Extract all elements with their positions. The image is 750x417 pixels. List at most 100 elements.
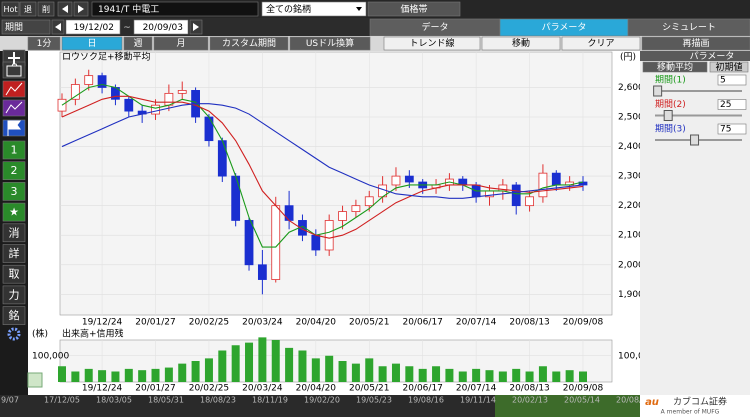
- tool-button[interactable]: [641, 36, 750, 51]
- param-tab[interactable]: [642, 61, 708, 73]
- volume-bar: [258, 337, 267, 382]
- label[interactable]: 移動平均: [657, 61, 693, 73]
- side-button[interactable]: [2, 264, 26, 284]
- param-input[interactable]: [717, 99, 747, 110]
- timeline-window[interactable]: [27, 372, 43, 388]
- side-button[interactable]: [2, 223, 26, 243]
- slider-thumb[interactable]: [663, 110, 673, 121]
- label[interactable]: 取: [9, 268, 20, 281]
- label[interactable]: Hot: [3, 5, 17, 14]
- moving-average-line: [61, 83, 584, 248]
- tool-button[interactable]: [481, 36, 561, 51]
- button[interactable]: [37, 1, 55, 17]
- label[interactable]: 75: [720, 125, 731, 135]
- label[interactable]: 退: [24, 5, 32, 14]
- param-input[interactable]: [717, 123, 747, 135]
- candle-body: [97, 75, 107, 88]
- param-header: [640, 51, 750, 61]
- label[interactable]: データ: [421, 21, 448, 33]
- slider-thumb[interactable]: [653, 85, 663, 97]
- label[interactable]: 週: [133, 38, 142, 49]
- label[interactable]: 1: [11, 144, 18, 157]
- volume-bar: [285, 347, 294, 382]
- interval-button[interactable]: [153, 36, 209, 51]
- label[interactable]: 5: [720, 76, 726, 86]
- button[interactable]: [65, 19, 121, 35]
- label[interactable]: 1941/T 中電工: [98, 3, 159, 15]
- param-default[interactable]: [709, 61, 749, 73]
- interval-button[interactable]: [27, 36, 61, 51]
- side-button[interactable]: [2, 306, 26, 325]
- label[interactable]: カスタム期間: [222, 38, 276, 49]
- side-button[interactable]: [2, 285, 26, 305]
- slider-thumb[interactable]: [690, 134, 700, 146]
- candle-body: [391, 175, 401, 186]
- volume-bar: [231, 345, 240, 382]
- label[interactable]: トレンド線: [409, 37, 454, 49]
- interval-button[interactable]: [123, 36, 153, 51]
- y-tick-label: 2,600: [618, 83, 644, 93]
- tool-button[interactable]: [561, 36, 641, 51]
- volume-bar: [445, 368, 454, 382]
- interval-button[interactable]: [61, 36, 123, 51]
- label[interactable]: 19/12/02: [74, 23, 114, 33]
- label[interactable]: ★: [9, 206, 19, 219]
- volume-bar: [298, 350, 307, 382]
- label[interactable]: 銘: [9, 308, 20, 322]
- label[interactable]: 日: [87, 38, 96, 49]
- side-button[interactable]: [2, 244, 26, 263]
- volume-bar: [84, 368, 93, 382]
- label[interactable]: USドル換算: [306, 37, 354, 49]
- label[interactable]: 20/09/03: [143, 23, 183, 33]
- label[interactable]: クリア: [587, 38, 614, 49]
- gear-icon: [7, 327, 21, 341]
- x-tick-label: 20/05/21: [349, 384, 389, 394]
- label[interactable]: 25: [720, 100, 731, 110]
- volume-bar: [164, 367, 173, 382]
- side-button[interactable]: [2, 161, 26, 180]
- label[interactable]: 力: [9, 288, 20, 301]
- tool-button[interactable]: [383, 36, 481, 51]
- label[interactable]: 期間: [5, 22, 23, 33]
- button[interactable]: [1, 19, 51, 35]
- x-tick-label: 20/01/27: [135, 318, 175, 328]
- flag-icon: [7, 120, 21, 136]
- timeline-label: 20/05/14: [564, 396, 600, 405]
- interval-button[interactable]: [209, 36, 289, 51]
- label[interactable]: パラメータ: [542, 22, 587, 33]
- button[interactable]: [19, 1, 37, 17]
- button[interactable]: [367, 1, 461, 17]
- label[interactable]: 再描画: [682, 37, 709, 49]
- label[interactable]: 消: [9, 225, 20, 239]
- volume-bar: [365, 358, 374, 382]
- param-input[interactable]: [717, 74, 747, 86]
- param-title: パラメータ: [690, 51, 735, 62]
- button[interactable]: [91, 1, 259, 17]
- logo-box: [640, 395, 750, 417]
- label[interactable]: シミュレート: [662, 23, 716, 33]
- label[interactable]: 3: [11, 185, 18, 198]
- candle-body: [525, 196, 534, 207]
- volume-bar: [178, 363, 187, 382]
- label[interactable]: 詳: [9, 246, 20, 260]
- side-button[interactable]: [2, 202, 26, 222]
- label[interactable]: 移動: [512, 37, 530, 49]
- label[interactable]: 2: [11, 164, 18, 177]
- interval-button[interactable]: [289, 36, 371, 51]
- label[interactable]: 削: [42, 4, 50, 14]
- button[interactable]: [1, 1, 20, 17]
- side-button[interactable]: [2, 182, 26, 201]
- button[interactable]: [261, 1, 367, 17]
- side-button[interactable]: [2, 140, 26, 160]
- arrow-icon: [62, 5, 68, 13]
- label[interactable]: 1分: [37, 38, 52, 49]
- label[interactable]: 価格帯: [400, 3, 427, 15]
- button[interactable]: [133, 19, 189, 35]
- label[interactable]: 月: [176, 38, 185, 49]
- y-tick-label: 2,200: [618, 201, 644, 211]
- tool-icon[interactable]: [2, 80, 26, 98]
- camera-icon: [6, 63, 22, 77]
- label[interactable]: 初期値: [715, 61, 742, 73]
- label[interactable]: 全ての銘柄: [266, 3, 311, 15]
